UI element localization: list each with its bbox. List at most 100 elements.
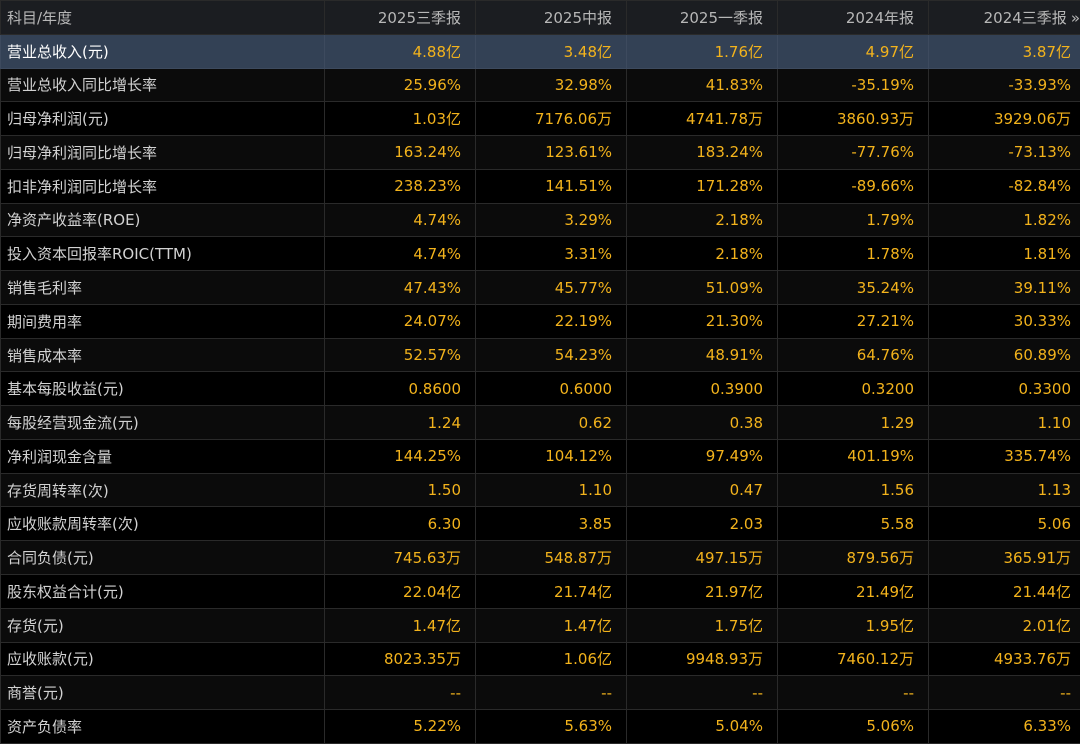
value-cell: 0.6000 <box>476 372 627 406</box>
value-cell: 183.24% <box>627 136 778 170</box>
row-label: 销售毛利率 <box>1 271 325 305</box>
value-cell: 4.88亿 <box>325 34 476 68</box>
value-cell: 30.33% <box>929 304 1080 338</box>
value-cell: 6.33% <box>929 710 1080 744</box>
value-cell: 51.09% <box>627 271 778 305</box>
value-cell: 0.47 <box>627 473 778 507</box>
value-cell: 60.89% <box>929 338 1080 372</box>
column-header-period[interactable]: 2024三季报» <box>929 1 1080 35</box>
value-cell: -35.19% <box>778 68 929 102</box>
value-cell: 22.04亿 <box>325 575 476 609</box>
value-cell: 163.24% <box>325 136 476 170</box>
value-cell: -- <box>929 676 1080 710</box>
value-cell: 9948.93万 <box>627 642 778 676</box>
value-cell: 0.8600 <box>325 372 476 406</box>
column-header-label: 科目/年度 <box>1 1 325 35</box>
row-label: 每股经营现金流(元) <box>1 406 325 440</box>
value-cell: 4.74% <box>325 203 476 237</box>
table-header-row: 科目/年度 2025三季报 2025中报 2025一季报 2024年报 2024… <box>1 1 1080 35</box>
value-cell: 22.19% <box>476 304 627 338</box>
row-label: 投入资本回报率ROIC(TTM) <box>1 237 325 271</box>
value-cell: 5.04% <box>627 710 778 744</box>
value-cell: -- <box>325 676 476 710</box>
value-cell: 0.62 <box>476 406 627 440</box>
value-cell: 97.49% <box>627 439 778 473</box>
value-cell: 1.50 <box>325 473 476 507</box>
value-cell: 5.06% <box>778 710 929 744</box>
value-cell: 7460.12万 <box>778 642 929 676</box>
value-cell: 1.47亿 <box>325 608 476 642</box>
value-cell: 25.96% <box>325 68 476 102</box>
value-cell: 1.29 <box>778 406 929 440</box>
column-header-period[interactable]: 2025三季报 <box>325 1 476 35</box>
row-label: 商誉(元) <box>1 676 325 710</box>
value-cell: 21.74亿 <box>476 575 627 609</box>
row-label: 存货周转率(次) <box>1 473 325 507</box>
value-cell: 0.3300 <box>929 372 1080 406</box>
column-header-period[interactable]: 2025中报 <box>476 1 627 35</box>
value-cell: 2.01亿 <box>929 608 1080 642</box>
value-cell: 1.10 <box>476 473 627 507</box>
table-row[interactable]: 商誉(元)---------- <box>1 676 1080 710</box>
value-cell: 3.31% <box>476 237 627 271</box>
row-label: 归母净利润(元) <box>1 102 325 136</box>
value-cell: 5.06 <box>929 507 1080 541</box>
row-label: 基本每股收益(元) <box>1 372 325 406</box>
value-cell: 171.28% <box>627 169 778 203</box>
value-cell: 4.74% <box>325 237 476 271</box>
value-cell: 745.63万 <box>325 541 476 575</box>
row-label: 扣非净利润同比增长率 <box>1 169 325 203</box>
value-cell: 1.78% <box>778 237 929 271</box>
value-cell: 144.25% <box>325 439 476 473</box>
row-label: 净利润现金含量 <box>1 439 325 473</box>
value-cell: -73.13% <box>929 136 1080 170</box>
double-chevron-right-icon[interactable]: » <box>1071 9 1077 27</box>
value-cell: 104.12% <box>476 439 627 473</box>
value-cell: 1.56 <box>778 473 929 507</box>
value-cell: -- <box>627 676 778 710</box>
row-label: 股东权益合计(元) <box>1 575 325 609</box>
row-label: 销售成本率 <box>1 338 325 372</box>
row-label: 净资产收益率(ROE) <box>1 203 325 237</box>
value-cell: 21.44亿 <box>929 575 1080 609</box>
value-cell: 27.21% <box>778 304 929 338</box>
value-cell: -- <box>778 676 929 710</box>
row-label: 期间费用率 <box>1 304 325 338</box>
value-cell: 1.06亿 <box>476 642 627 676</box>
value-cell: 4741.78万 <box>627 102 778 136</box>
column-header-period[interactable]: 2025一季报 <box>627 1 778 35</box>
value-cell: 335.74% <box>929 439 1080 473</box>
column-header-period[interactable]: 2024年报 <box>778 1 929 35</box>
value-cell: 2.03 <box>627 507 778 541</box>
table-row[interactable]: 投入资本回报率ROIC(TTM)4.74%3.31%2.18%1.78%1.81… <box>1 237 1080 271</box>
value-cell: -82.84% <box>929 169 1080 203</box>
value-cell: 54.23% <box>476 338 627 372</box>
value-cell: 64.76% <box>778 338 929 372</box>
value-cell: 4933.76万 <box>929 642 1080 676</box>
table-row[interactable]: 净资产收益率(ROE)4.74%3.29%2.18%1.79%1.82% <box>1 203 1080 237</box>
value-cell: 1.75亿 <box>627 608 778 642</box>
row-label: 应收账款周转率(次) <box>1 507 325 541</box>
row-label: 应收账款(元) <box>1 642 325 676</box>
value-cell: 32.98% <box>476 68 627 102</box>
value-cell: -33.93% <box>929 68 1080 102</box>
